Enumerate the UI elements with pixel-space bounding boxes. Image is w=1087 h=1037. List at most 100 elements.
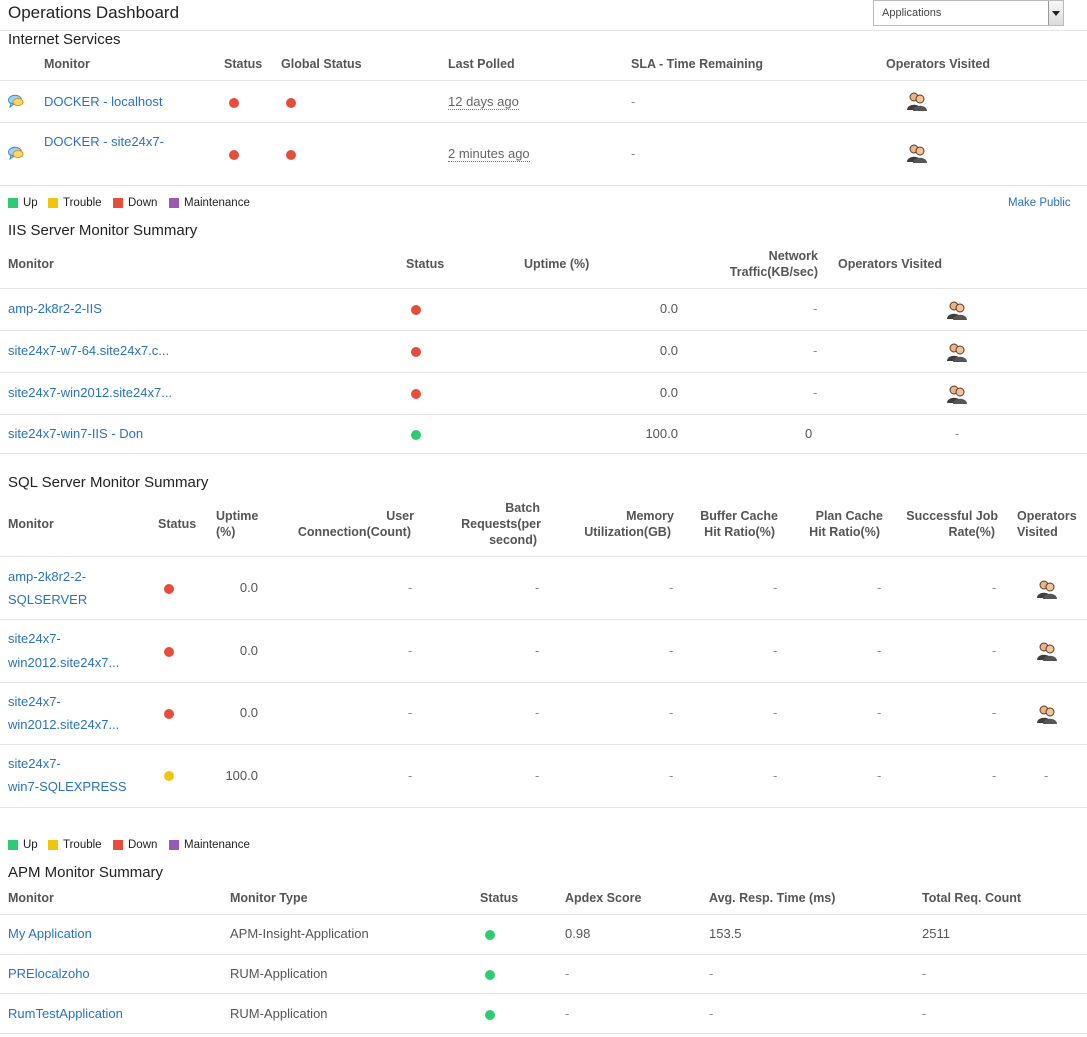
divider (0, 1033, 1087, 1034)
col-uptime: Uptime (%) (524, 257, 590, 271)
col-status: Status (224, 57, 263, 71)
job-value: - (992, 580, 997, 595)
buffer-value: - (773, 643, 778, 658)
buffer-value: - (773, 580, 778, 595)
operators-icon[interactable] (1036, 704, 1058, 724)
monitor-link[interactable]: DOCKER - localhost (44, 94, 163, 109)
sla-value: - (631, 94, 636, 109)
global-status-down-dot (286, 150, 296, 160)
network-value: - (813, 301, 818, 316)
plan-value: - (877, 768, 882, 783)
uptime-value: 100.0 (645, 426, 678, 441)
chat-icon[interactable] (8, 94, 24, 108)
col-monitor: Monitor (8, 257, 54, 271)
view-dropdown[interactable]: Applications (873, 0, 1064, 26)
plan-value: - (877, 705, 882, 720)
monitor-type: APM-Insight-Application (230, 926, 369, 941)
col-plan-line1: Plan Cache (815, 509, 883, 523)
legend-maintenance-label: Maintenance (184, 197, 250, 209)
apm-title: APM Monitor Summary (8, 864, 164, 881)
total-req-value: - (922, 966, 927, 981)
legend-up-label: Up (23, 197, 38, 209)
col-status: Status (480, 891, 519, 905)
col-uptime-line2: (%) (216, 525, 236, 539)
status-down-dot (164, 709, 174, 719)
col-job-line2: Rate(%) (948, 525, 995, 539)
monitor-link[interactable]: DOCKER - site24x7- (44, 134, 164, 149)
make-public-link[interactable]: Make Public (1008, 197, 1071, 209)
page-title: Operations Dashboard (8, 3, 180, 22)
col-user-line1: User (386, 509, 414, 523)
monitor-link-line1[interactable]: site24x7- (8, 756, 61, 771)
status-down-dot (164, 584, 174, 594)
col-sla: SLA - Time Remaining (631, 57, 763, 71)
legend-down-label: Down (128, 197, 158, 209)
status-up-dot (485, 970, 495, 980)
memory-value: - (669, 643, 674, 658)
memory-value: - (669, 768, 674, 783)
col-uptime-line1: Uptime (216, 509, 259, 523)
col-total-req: Total Req. Count (922, 891, 1022, 905)
monitor-link-line2[interactable]: SQLSERVER (8, 592, 88, 607)
divider (0, 914, 1087, 915)
monitor-link[interactable]: amp-2k8r2-2-IIS (8, 301, 102, 316)
legend-trouble-label: Trouble (63, 839, 102, 851)
divider (0, 30, 1087, 31)
monitor-link-line1[interactable]: site24x7- (8, 694, 61, 709)
monitor-link-line1[interactable]: site24x7- (8, 631, 61, 646)
last-polled-value: 12 days ago (448, 94, 519, 110)
monitor-link-line2[interactable]: win2012.site24x7... (8, 717, 120, 732)
col-plan-line2: Hit Ratio(%) (809, 525, 880, 539)
col-status: Status (158, 517, 197, 531)
monitor-link[interactable]: My Application (8, 926, 92, 941)
divider (0, 122, 1087, 123)
status-down-dot (164, 647, 174, 657)
network-value: 0 (805, 426, 813, 441)
batch-value: - (535, 643, 540, 658)
total-req-value: 2511 (922, 926, 950, 941)
col-memory-line1: Memory (626, 509, 674, 523)
network-value: - (813, 385, 818, 400)
status-down-dot (229, 98, 239, 108)
legend-maintenance-label: Maintenance (184, 839, 250, 851)
monitor-link-line1[interactable]: amp-2k8r2-2- (8, 569, 87, 584)
monitor-link-line2[interactable]: win2012.site24x7... (8, 655, 120, 670)
col-avg-resp: Avg. Resp. Time (ms) (709, 891, 836, 905)
divider (0, 80, 1087, 81)
col-status: Status (406, 257, 445, 271)
buffer-value: - (773, 768, 778, 783)
legend-trouble-label: Trouble (63, 197, 102, 209)
divider (0, 619, 1087, 620)
col-operators: Operators Visited (886, 57, 990, 71)
monitor-link[interactable]: site24x7-win7-IIS - Don (8, 426, 144, 441)
chat-icon[interactable] (8, 146, 24, 160)
monitor-link[interactable]: RumTestApplication (8, 1006, 123, 1021)
operators-icon[interactable] (1036, 579, 1058, 599)
monitor-link[interactable]: site24x7-win2012.site24x7... (8, 385, 173, 400)
user-value: - (408, 705, 413, 720)
operators-icon[interactable] (946, 342, 968, 362)
job-value: - (992, 768, 997, 783)
dropdown-arrow-icon[interactable] (1048, 1, 1063, 25)
operators-value: - (1044, 768, 1049, 783)
operators-icon[interactable] (906, 91, 928, 111)
legend-down-swatch (113, 840, 123, 850)
apdex-value: 0.98 (565, 926, 591, 941)
operators-icon[interactable] (1036, 641, 1058, 661)
legend-down-label: Down (128, 839, 158, 851)
legend-up-swatch (8, 840, 18, 850)
sql-title: SQL Server Monitor Summary (8, 474, 209, 491)
monitor-link[interactable]: site24x7-w7-64.site24x7.c... (8, 343, 170, 358)
memory-value: - (669, 705, 674, 720)
operators-icon[interactable] (906, 143, 928, 163)
col-monitor: Monitor (44, 57, 90, 71)
operators-icon[interactable] (946, 300, 968, 320)
status-down-dot (229, 150, 239, 160)
monitor-link[interactable]: PRElocalzoho (8, 966, 90, 981)
monitor-type: RUM-Application (230, 1006, 328, 1021)
legend-down-swatch (113, 198, 123, 208)
operators-icon[interactable] (946, 384, 968, 404)
divider (0, 993, 1087, 994)
apdex-value: - (565, 966, 570, 981)
monitor-link-line2[interactable]: win7-SQLEXPRESS (8, 779, 127, 794)
